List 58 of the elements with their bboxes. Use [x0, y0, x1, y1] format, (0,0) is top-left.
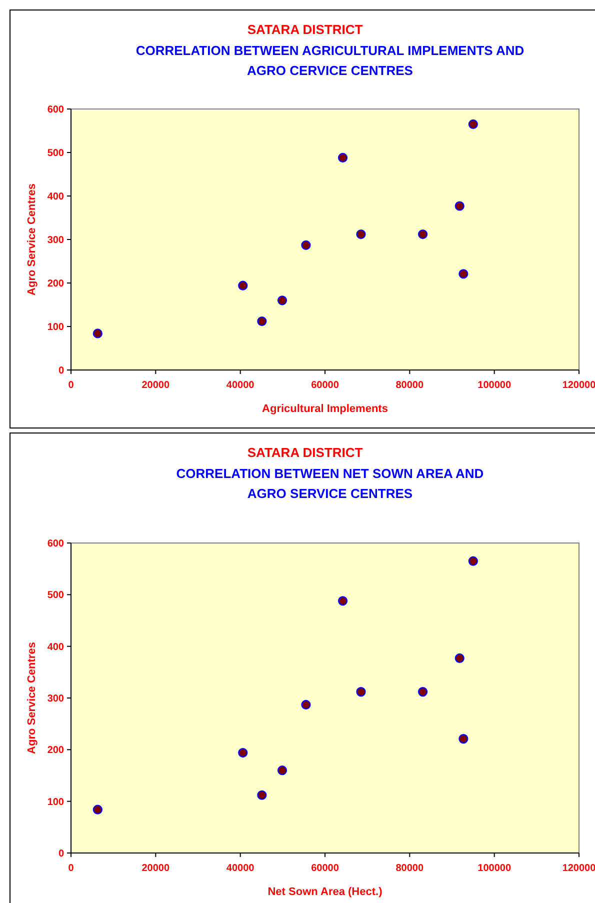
y-tick-label: 100	[47, 796, 64, 808]
x-tick-label: 100000	[478, 863, 512, 874]
x-tick-label: 120000	[562, 863, 595, 874]
chart-subtitle: CORRELATION BETWEEN NET SOWN AREA AND AGRO SERVICE CENTRES	[176, 466, 484, 501]
point	[92, 328, 102, 338]
x-tick-label: 60000	[311, 380, 340, 391]
y-axis-title: Agro Service Centres	[26, 642, 38, 754]
y-tick-label: 200	[47, 745, 64, 756]
y-tick-label: 400	[47, 642, 64, 653]
point	[338, 596, 348, 606]
y-tick-label: 600	[47, 538, 64, 550]
point	[356, 687, 366, 697]
y-axis-title: Agro Service Centres	[26, 184, 38, 296]
x-tick-label: 80000	[396, 380, 424, 391]
point	[238, 748, 248, 758]
point	[301, 240, 311, 250]
x-tick-label: 0	[68, 863, 74, 874]
point	[454, 653, 464, 664]
y-tick-label: 0	[58, 366, 64, 376]
chart-subtitle: CORRELATION BETWEEN AGRICULTURAL IMPLEMENTS AND AGRO CERVICE CENTRES	[136, 43, 524, 78]
x-axis-title: Agricultural Implements	[262, 403, 388, 415]
point	[458, 269, 468, 279]
x-tick-label: 80000	[396, 863, 424, 874]
y-tick-label: 500	[47, 590, 64, 602]
point	[356, 229, 366, 240]
point	[468, 119, 478, 130]
x-tick-label: 0	[68, 380, 74, 391]
point	[418, 687, 428, 697]
x-tick-label: 100000	[478, 380, 512, 391]
point	[277, 296, 288, 306]
y-tick-label: 0	[58, 848, 64, 860]
y-tick-label: 600	[47, 104, 64, 116]
x-tick-label: 20000	[142, 863, 170, 874]
y-tick-label: 300	[47, 694, 64, 704]
x-tick-label: 40000	[226, 863, 255, 874]
y-tick-label: 400	[47, 192, 64, 202]
point	[257, 316, 267, 326]
x-tick-label: 60000	[311, 863, 340, 874]
point	[338, 152, 348, 163]
chart-title: SATARA DISTRICT	[247, 22, 363, 37]
y-tick-label: 200	[47, 278, 64, 290]
point	[92, 804, 102, 814]
y-tick-label: 500	[47, 148, 64, 159]
point	[301, 700, 311, 710]
point	[238, 280, 248, 290]
y-tick-label: 300	[47, 235, 64, 246]
point	[454, 201, 464, 211]
x-axis-title: Net Sown Area (Hect.)	[268, 886, 383, 898]
x-tick-label: 40000	[226, 380, 255, 391]
point	[468, 556, 478, 566]
point	[277, 766, 288, 776]
y-tick-label: 100	[47, 322, 64, 333]
x-tick-label: 20000	[142, 380, 170, 391]
x-tick-label: 120000	[562, 380, 595, 391]
point	[458, 734, 468, 744]
point	[418, 229, 428, 240]
point	[257, 790, 267, 800]
chart-title: SATARA DISTRICT	[247, 445, 363, 460]
